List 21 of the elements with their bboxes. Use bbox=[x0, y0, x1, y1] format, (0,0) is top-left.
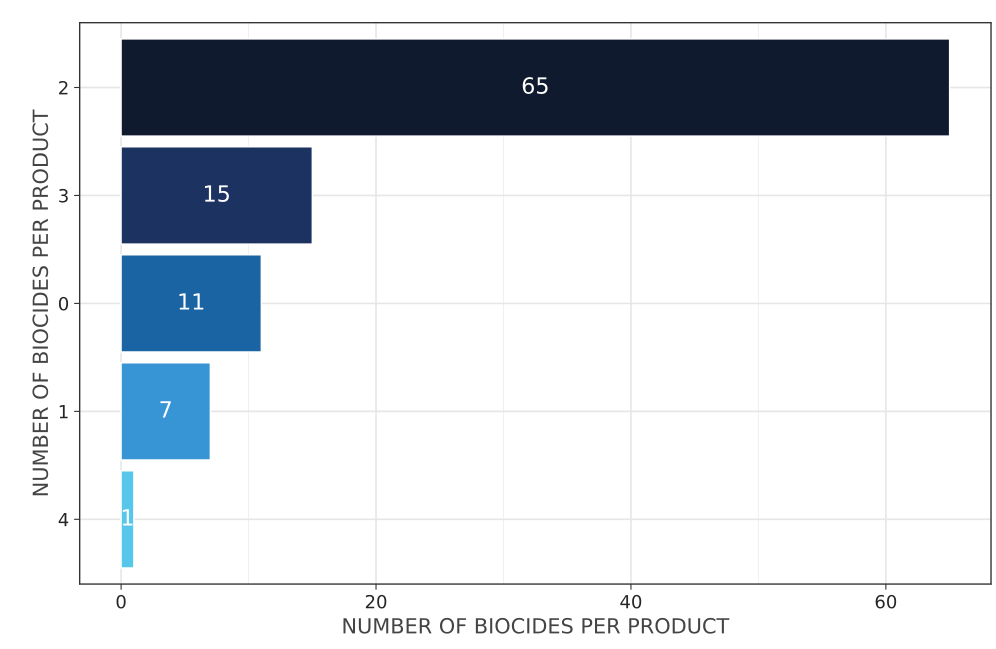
bar bbox=[120, 254, 262, 353]
x-axis-title: NUMBER OF BIOCIDES PER PRODUCT bbox=[344, 618, 730, 634]
bar bbox=[120, 470, 135, 569]
y-tick-label: 4 bbox=[58, 513, 68, 526]
data-label: 65 bbox=[522, 77, 548, 94]
data-label: 7 bbox=[160, 401, 171, 418]
y-tick-label: 2 bbox=[59, 80, 68, 94]
data-label: 15 bbox=[205, 185, 229, 202]
bar bbox=[120, 38, 950, 137]
bar bbox=[120, 146, 313, 245]
y-tick-label: 1 bbox=[60, 405, 68, 418]
x-tick-label: 60 bbox=[876, 594, 896, 608]
y-tick-label: 0 bbox=[58, 296, 68, 311]
x-tick-label: 20 bbox=[366, 594, 386, 608]
x-tick-label: 0 bbox=[116, 594, 126, 608]
y-axis-title: NUMBER OF BIOCIDES PER PRODUCT bbox=[32, 109, 48, 496]
y-tick-label: 3 bbox=[59, 188, 68, 203]
data-label: 11 bbox=[180, 293, 204, 310]
data-label: 1 bbox=[122, 509, 132, 526]
x-tick-label: 40 bbox=[620, 594, 642, 608]
bar bbox=[120, 362, 212, 461]
